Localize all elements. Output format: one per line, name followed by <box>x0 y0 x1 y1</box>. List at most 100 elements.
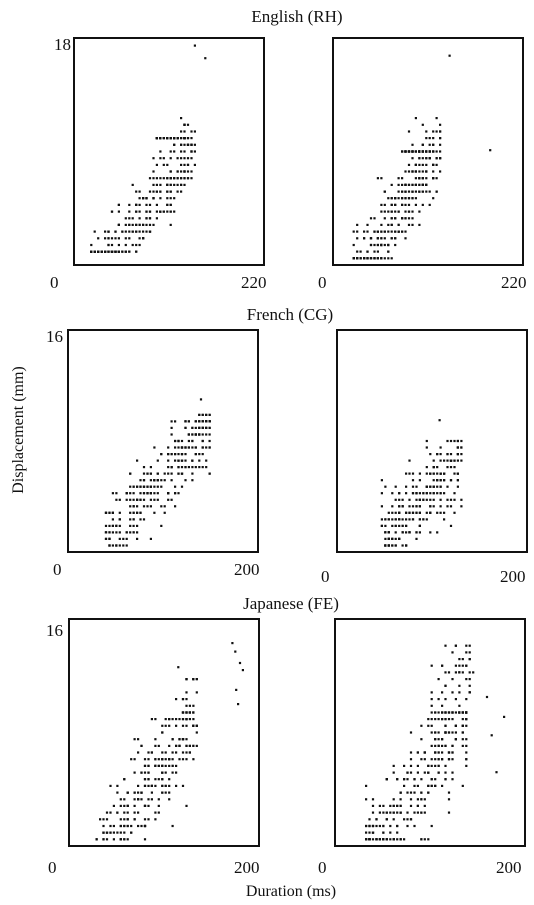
data-point <box>147 764 150 767</box>
data-point <box>425 170 428 173</box>
data-point <box>434 711 437 714</box>
data-point <box>175 698 178 701</box>
data-point <box>118 531 121 534</box>
data-point <box>418 505 421 508</box>
data-point <box>238 661 242 665</box>
data-point <box>436 472 439 475</box>
data-point <box>356 230 359 233</box>
data-point <box>380 230 383 233</box>
data-point <box>184 426 187 429</box>
data-point <box>458 711 461 714</box>
data-point <box>142 466 146 469</box>
data-point <box>441 758 444 761</box>
data-point <box>380 505 383 508</box>
data-point <box>382 811 385 814</box>
data-point <box>392 811 395 814</box>
data-point <box>175 764 178 767</box>
data-point <box>453 466 456 469</box>
data-point <box>454 671 457 674</box>
data-point <box>191 466 194 469</box>
data-point <box>201 420 204 423</box>
data-point <box>178 738 181 741</box>
data-point <box>425 190 428 193</box>
data-point <box>131 223 134 226</box>
data-point <box>373 230 376 233</box>
data-point <box>407 210 411 213</box>
data-point <box>365 798 368 801</box>
data-point <box>435 190 438 193</box>
data-point <box>137 811 140 814</box>
data-point <box>160 524 163 527</box>
y-axis-label: Displacement (mm) <box>10 366 27 494</box>
data-point <box>461 671 464 674</box>
data-point <box>383 210 386 213</box>
data-point <box>392 804 395 807</box>
data-point <box>108 511 111 514</box>
data-point <box>159 137 162 140</box>
data-point <box>436 485 439 488</box>
data-point <box>138 210 141 213</box>
data-point <box>420 811 423 814</box>
data-point <box>124 243 127 247</box>
data-point <box>174 453 177 456</box>
data-point <box>376 243 379 247</box>
data-point <box>465 764 468 767</box>
data-point <box>170 420 173 423</box>
data-point <box>428 203 431 206</box>
data-point <box>117 210 120 213</box>
data-point <box>456 439 459 443</box>
data-point <box>383 237 386 240</box>
data-point <box>171 824 174 828</box>
data-point <box>421 170 424 173</box>
data-point <box>155 210 158 213</box>
data-point <box>449 498 453 501</box>
data-point <box>161 791 164 794</box>
data-point <box>191 433 194 436</box>
data-point <box>192 758 195 761</box>
data-point <box>199 398 203 401</box>
data-point <box>444 718 447 721</box>
data-point <box>376 177 379 180</box>
data-point <box>425 130 428 133</box>
data-point <box>159 150 162 153</box>
data-point <box>401 524 404 527</box>
data-point <box>139 498 142 501</box>
data-point <box>138 197 141 200</box>
data-point <box>352 243 355 247</box>
data-point <box>169 157 172 160</box>
data-point <box>423 771 426 774</box>
data-point <box>119 838 122 841</box>
data-point <box>198 459 201 462</box>
data-point <box>183 163 186 166</box>
data-point <box>111 518 114 521</box>
data-point <box>137 784 140 787</box>
data-point <box>425 485 428 488</box>
data-point <box>418 511 421 514</box>
data-point <box>435 163 438 166</box>
data-point <box>135 203 138 206</box>
data-point <box>102 824 105 828</box>
data-point <box>460 505 463 508</box>
data-point <box>198 433 201 436</box>
data-point <box>420 838 423 841</box>
data-point <box>465 678 468 681</box>
data-point <box>404 237 407 240</box>
data-point <box>140 771 143 774</box>
data-point <box>421 183 424 186</box>
data-point <box>164 784 167 787</box>
data-point <box>180 183 183 186</box>
data-point <box>185 718 188 721</box>
data-point <box>415 531 418 534</box>
data-point <box>437 758 440 761</box>
data-point <box>465 711 468 714</box>
data-point <box>192 744 195 747</box>
data-point <box>190 157 193 160</box>
data-point <box>439 511 442 514</box>
data-point <box>145 223 148 226</box>
data-point <box>411 492 415 495</box>
data-point <box>153 498 156 501</box>
data-point <box>187 466 190 469</box>
data-point <box>423 838 426 841</box>
data-point <box>425 492 428 495</box>
data-point <box>443 492 446 495</box>
